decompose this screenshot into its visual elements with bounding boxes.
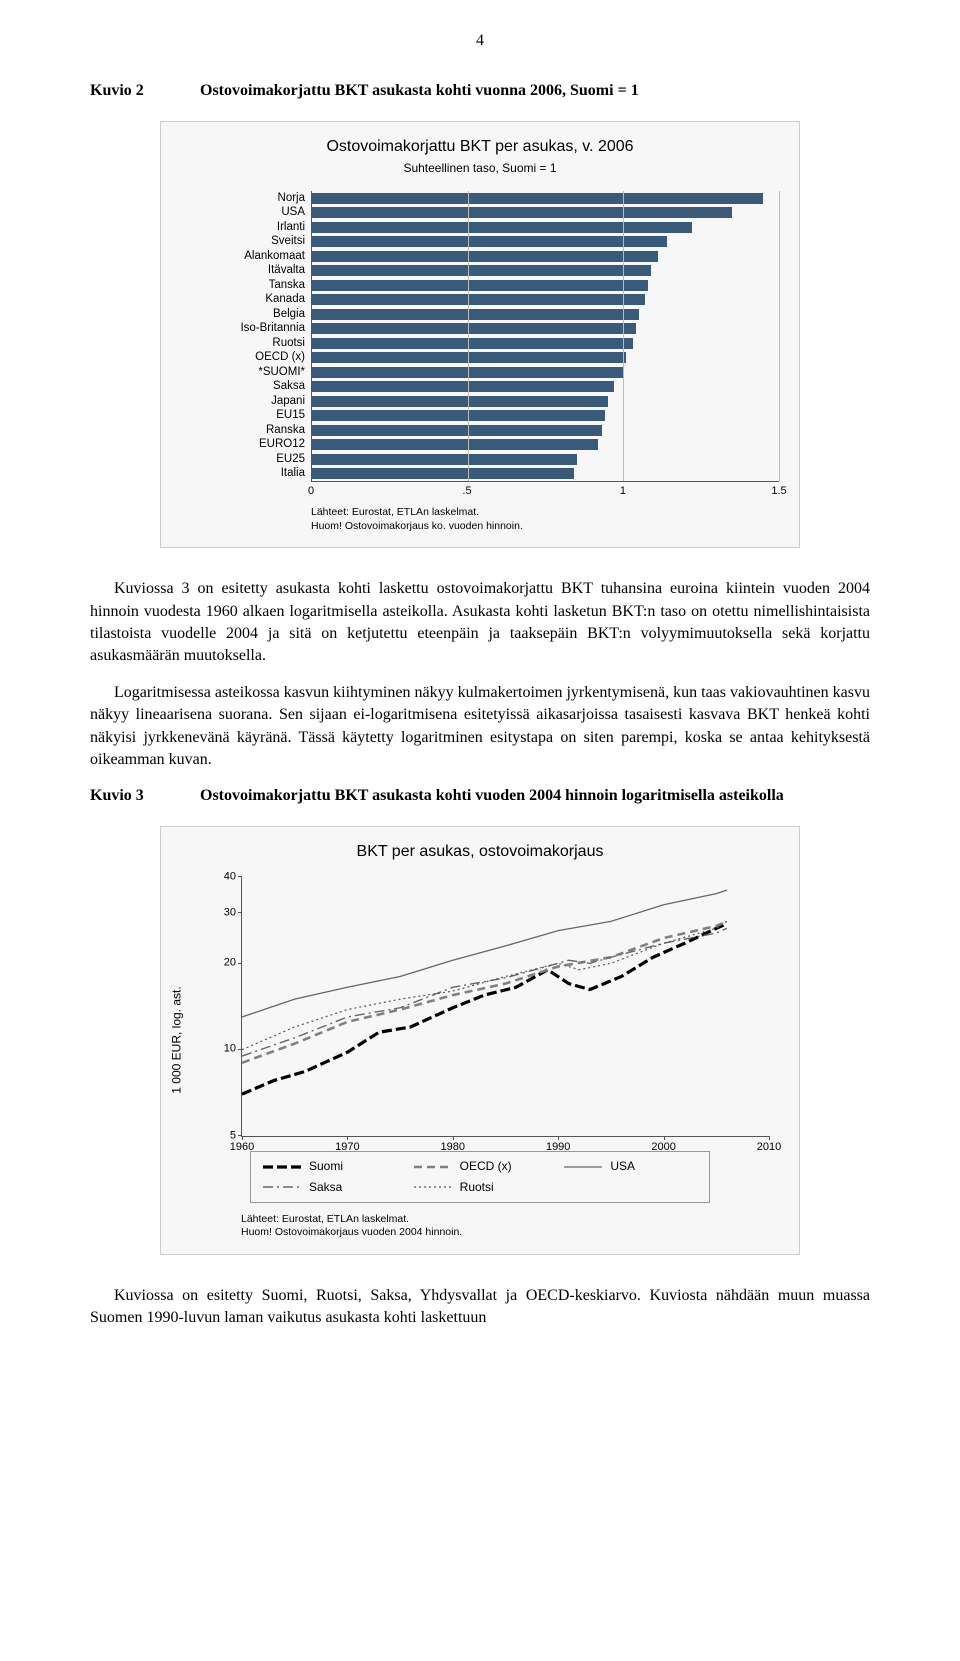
legend-item: Saksa (263, 1179, 396, 1196)
kuvio3-header: Kuvio 3 Ostovoimakorjattu BKT asukasta k… (90, 785, 870, 807)
barchart-title: Ostovoimakorjattu BKT per asukas, v. 200… (181, 136, 779, 158)
linechart-ylabel: 1 000 EUR, log. ast. (169, 987, 186, 1094)
line-series-oecd (x) (242, 922, 727, 1063)
legend-item: Suomi (263, 1158, 396, 1175)
bar (312, 396, 608, 407)
bar-label: OECD (x) (181, 350, 305, 365)
bar (312, 309, 639, 320)
line-series-usa (242, 890, 727, 1017)
bar-label: Itävalta (181, 263, 305, 278)
bar (312, 222, 692, 233)
linechart-legend: Suomi OECD (x) USA Saksa Ruotsi (250, 1151, 710, 1203)
legend-item: Ruotsi (414, 1179, 547, 1196)
bar (312, 352, 626, 363)
bar-label: EURO12 (181, 437, 305, 452)
bar (312, 251, 658, 262)
paragraph-1: Kuviossa 3 on esitetty asukasta kohti la… (90, 578, 870, 668)
bar (312, 338, 633, 349)
legend-swatch (414, 1161, 452, 1173)
legend-label: Ruotsi (460, 1179, 494, 1196)
legend-label: Suomi (309, 1158, 343, 1175)
bar (312, 439, 598, 450)
legend-swatch (564, 1161, 602, 1173)
line-ytick: 20 (224, 956, 242, 971)
linechart-area: 510203040196019701980199020002010 (241, 877, 769, 1137)
legend-item: OECD (x) (414, 1158, 547, 1175)
linechart-title: BKT per asukas, ostovoimakorjaus (181, 841, 779, 863)
bar-xtick: .5 (462, 484, 471, 499)
kuvio2-header: Kuvio 2 Ostovoimakorjattu BKT asukasta k… (90, 80, 870, 102)
line-ytick: 30 (224, 905, 242, 920)
kuvio3-label: Kuvio 3 (90, 785, 200, 807)
barchart-subtitle: Suhteellinen taso, Suomi = 1 (181, 160, 779, 177)
bar-label: USA (181, 205, 305, 220)
linechart-footer: Lähteet: Eurostat, ETLAn laskelmat. Huom… (241, 1213, 779, 1240)
bar-label: Ranska (181, 423, 305, 438)
bar-label: EU25 (181, 452, 305, 467)
linechart-footer-1: Lähteet: Eurostat, ETLAn laskelmat. (241, 1213, 779, 1227)
bar-label: EU15 (181, 408, 305, 423)
legend-label: OECD (x) (460, 1158, 512, 1175)
barchart-footer-1: Lähteet: Eurostat, ETLAn laskelmat. (311, 506, 779, 520)
bar (312, 381, 614, 392)
linechart-footer-2: Huom! Ostovoimakorjaus vuoden 2004 hinno… (241, 1226, 779, 1240)
line-series-suomi (242, 924, 727, 1094)
legend-swatch (414, 1181, 452, 1193)
legend-label: Saksa (309, 1179, 342, 1196)
paragraph-2: Logaritmisessa asteikossa kasvun kiihtym… (90, 682, 870, 772)
bar (312, 294, 645, 305)
kuvio3-title: Ostovoimakorjattu BKT asukasta kohti vuo… (200, 785, 784, 807)
kuvio2-label: Kuvio 2 (90, 80, 200, 102)
bar-label: Saksa (181, 379, 305, 394)
barchart-container: Ostovoimakorjattu BKT per asukas, v. 200… (160, 121, 800, 548)
bar (312, 425, 602, 436)
bar-label: Belgia (181, 307, 305, 322)
legend-swatch (263, 1181, 301, 1193)
bar (312, 280, 648, 291)
bar-label: Ruotsi (181, 336, 305, 351)
page-number: 4 (90, 30, 870, 52)
legend-item: USA (564, 1158, 697, 1175)
bar-xtick: 1 (620, 484, 626, 499)
bar-label: Tanska (181, 278, 305, 293)
barchart-footer: Lähteet: Eurostat, ETLAn laskelmat. Huom… (311, 506, 779, 533)
bar-xtick: 0 (308, 484, 314, 499)
bar (312, 323, 636, 334)
bar (312, 236, 667, 247)
final-paragraph: Kuviossa on esitetty Suomi, Ruotsi, Saks… (90, 1285, 870, 1330)
bar (312, 193, 763, 204)
bar (312, 468, 574, 479)
bar-label: Irlanti (181, 220, 305, 235)
bar (312, 410, 605, 421)
bar (312, 454, 577, 465)
bar-xtick: 1.5 (771, 484, 786, 499)
line-series-saksa (242, 928, 727, 1056)
bar-label: Italia (181, 466, 305, 481)
bar-label: Iso-Britannia (181, 321, 305, 336)
bar-label: *SUOMI* (181, 365, 305, 380)
line-ytick: 40 (224, 869, 242, 884)
bar-label: Sveitsi (181, 234, 305, 249)
bar-label: Alankomaat (181, 249, 305, 264)
bar-label: Kanada (181, 292, 305, 307)
barchart-footer-2: Huom! Ostovoimakorjaus ko. vuoden hinnoi… (311, 520, 779, 534)
linechart-container: BKT per asukas, ostovoimakorjaus 1 000 E… (160, 826, 800, 1255)
line-ytick: 10 (224, 1042, 242, 1057)
legend-swatch (263, 1161, 301, 1173)
bar-label: Norja (181, 191, 305, 206)
barchart-body: NorjaUSAIrlantiSveitsiAlankomaatItävalta… (181, 191, 779, 482)
kuvio2-title: Ostovoimakorjattu BKT asukasta kohti vuo… (200, 80, 639, 102)
bar (312, 265, 651, 276)
legend-label: USA (610, 1158, 635, 1175)
bar (312, 207, 732, 218)
bar-label: Japani (181, 394, 305, 409)
